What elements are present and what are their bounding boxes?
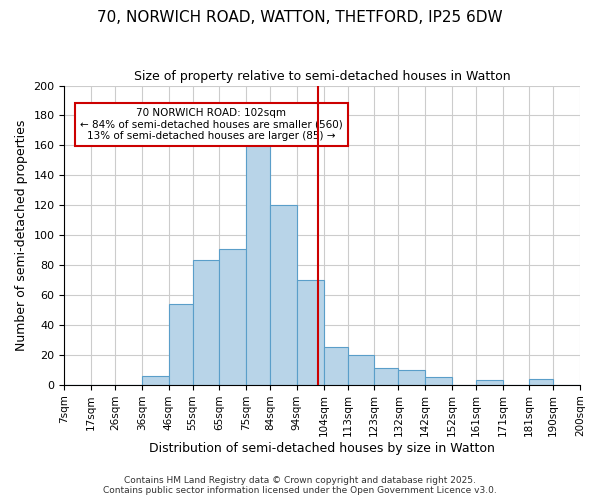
Bar bbox=[270, 205, 297, 384]
Bar bbox=[529, 378, 553, 384]
Bar bbox=[297, 280, 323, 384]
Text: 70, NORWICH ROAD, WATTON, THETFORD, IP25 6DW: 70, NORWICH ROAD, WATTON, THETFORD, IP25… bbox=[97, 10, 503, 25]
Bar bbox=[246, 140, 270, 384]
Bar bbox=[347, 354, 374, 384]
Bar bbox=[142, 376, 169, 384]
Y-axis label: Number of semi-detached properties: Number of semi-detached properties bbox=[15, 120, 28, 351]
Bar bbox=[220, 248, 246, 384]
Bar bbox=[323, 347, 347, 385]
Bar bbox=[398, 370, 425, 384]
Text: 70 NORWICH ROAD: 102sqm
← 84% of semi-detached houses are smaller (560)
13% of s: 70 NORWICH ROAD: 102sqm ← 84% of semi-de… bbox=[80, 108, 343, 141]
Title: Size of property relative to semi-detached houses in Watton: Size of property relative to semi-detach… bbox=[134, 70, 511, 83]
Bar bbox=[374, 368, 398, 384]
Bar bbox=[476, 380, 503, 384]
Bar bbox=[425, 377, 452, 384]
Text: Contains HM Land Registry data © Crown copyright and database right 2025.
Contai: Contains HM Land Registry data © Crown c… bbox=[103, 476, 497, 495]
X-axis label: Distribution of semi-detached houses by size in Watton: Distribution of semi-detached houses by … bbox=[149, 442, 495, 455]
Bar bbox=[193, 260, 220, 384]
Bar bbox=[169, 304, 193, 384]
